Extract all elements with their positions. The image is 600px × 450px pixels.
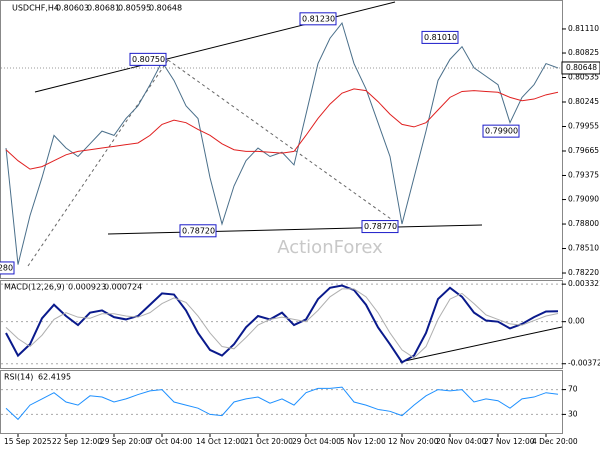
y-tick-label: 0.78800: [568, 219, 599, 228]
y-tick-label: 0.003321: [568, 279, 600, 288]
annotation-label: 0.78720: [182, 226, 215, 235]
trend-line: [107, 224, 483, 235]
y-tick-label: 0.78220: [568, 268, 599, 277]
rsi-name: RSI(14): [4, 373, 33, 382]
x-tick-label: 12 Nov 20:00: [388, 437, 439, 446]
annotation-box: [299, 12, 337, 26]
x-tick-label: 5 Nov 12:00: [340, 437, 386, 446]
x-tick-label: 29 Oct 04:00: [292, 437, 341, 446]
y-tick-label: 0.79665: [568, 146, 599, 155]
y-tick-label: 0.80825: [568, 48, 599, 57]
annotation-box: [421, 30, 459, 44]
x-tick-label: 29 Sep 20:00: [100, 437, 150, 446]
annotation-label: 0.78280: [0, 263, 13, 272]
y-tick-label: 0.80535: [568, 73, 599, 82]
trend-line: [167, 59, 399, 225]
annotation-box: [179, 224, 217, 238]
y-tick-label: 0.79375: [568, 170, 599, 179]
series-line: [5, 288, 559, 359]
y-tick-label: 0.80245: [568, 97, 599, 106]
price-panel: [0, 0, 563, 279]
y-tick-label: -0.003723: [568, 359, 600, 368]
last-price-label: 0.80648: [566, 63, 597, 72]
series-line: [5, 386, 559, 421]
series-line: [5, 284, 559, 364]
y-tick-label: 0.78510: [568, 244, 599, 253]
ohlc-value: 0.80648: [149, 4, 182, 13]
annotation-label: 0.80750: [132, 55, 165, 64]
y-tick-label: 0.00: [568, 317, 585, 326]
macd-panel: [0, 280, 563, 369]
rsi-value: 62.4195: [38, 373, 71, 382]
series-line: [5, 21, 559, 265]
y-tick-label: 0.79090: [568, 195, 599, 204]
x-tick-label: 21 Oct 20:00: [244, 437, 293, 446]
annotation-label: 0.79900: [485, 127, 518, 136]
watermark: ActionForex: [277, 237, 383, 258]
annotation-label: 0.81010: [424, 33, 457, 42]
annotation-box: [0, 261, 15, 275]
ohlc-value: 0.80681: [87, 4, 120, 13]
trend-line: [399, 326, 563, 363]
annotation-label: 0.78770: [364, 222, 397, 231]
x-tick-label: 7 Oct 04:00: [148, 437, 192, 446]
ohlc-value: 0.80595: [118, 4, 151, 13]
x-tick-label: 27 Nov 12:00: [484, 437, 535, 446]
x-tick-label: 14 Oct 12:00: [196, 437, 245, 446]
y-tick-label: 0.79955: [568, 121, 599, 130]
annotation-box: [361, 220, 399, 234]
y-tick-label: 30: [568, 409, 578, 418]
rsi-panel: [0, 370, 563, 434]
macd-name: MACD(12,26,9): [4, 283, 65, 292]
macd-value: 0.000923: [68, 283, 106, 292]
x-tick-label: 4 Dec 20:00: [532, 437, 578, 446]
annotation-box: [482, 124, 520, 138]
ohlc-value: 0.80603: [56, 4, 89, 13]
annotation-box: [129, 52, 167, 66]
series-line: [5, 88, 559, 170]
symbol: USDCHF,H4: [12, 4, 59, 13]
x-tick-label: 22 Sep 12:00: [52, 437, 102, 446]
last-price-box: [561, 61, 600, 75]
x-tick-label: 20 Nov 04:00: [436, 437, 487, 446]
macd-value: 0.000724: [104, 283, 142, 292]
y-tick-label: 70: [568, 385, 578, 394]
y-tick-label: 0.81110: [568, 24, 599, 33]
annotation-label: 0.81230: [302, 14, 335, 23]
x-tick-label: 15 Sep 2025: [4, 437, 52, 446]
